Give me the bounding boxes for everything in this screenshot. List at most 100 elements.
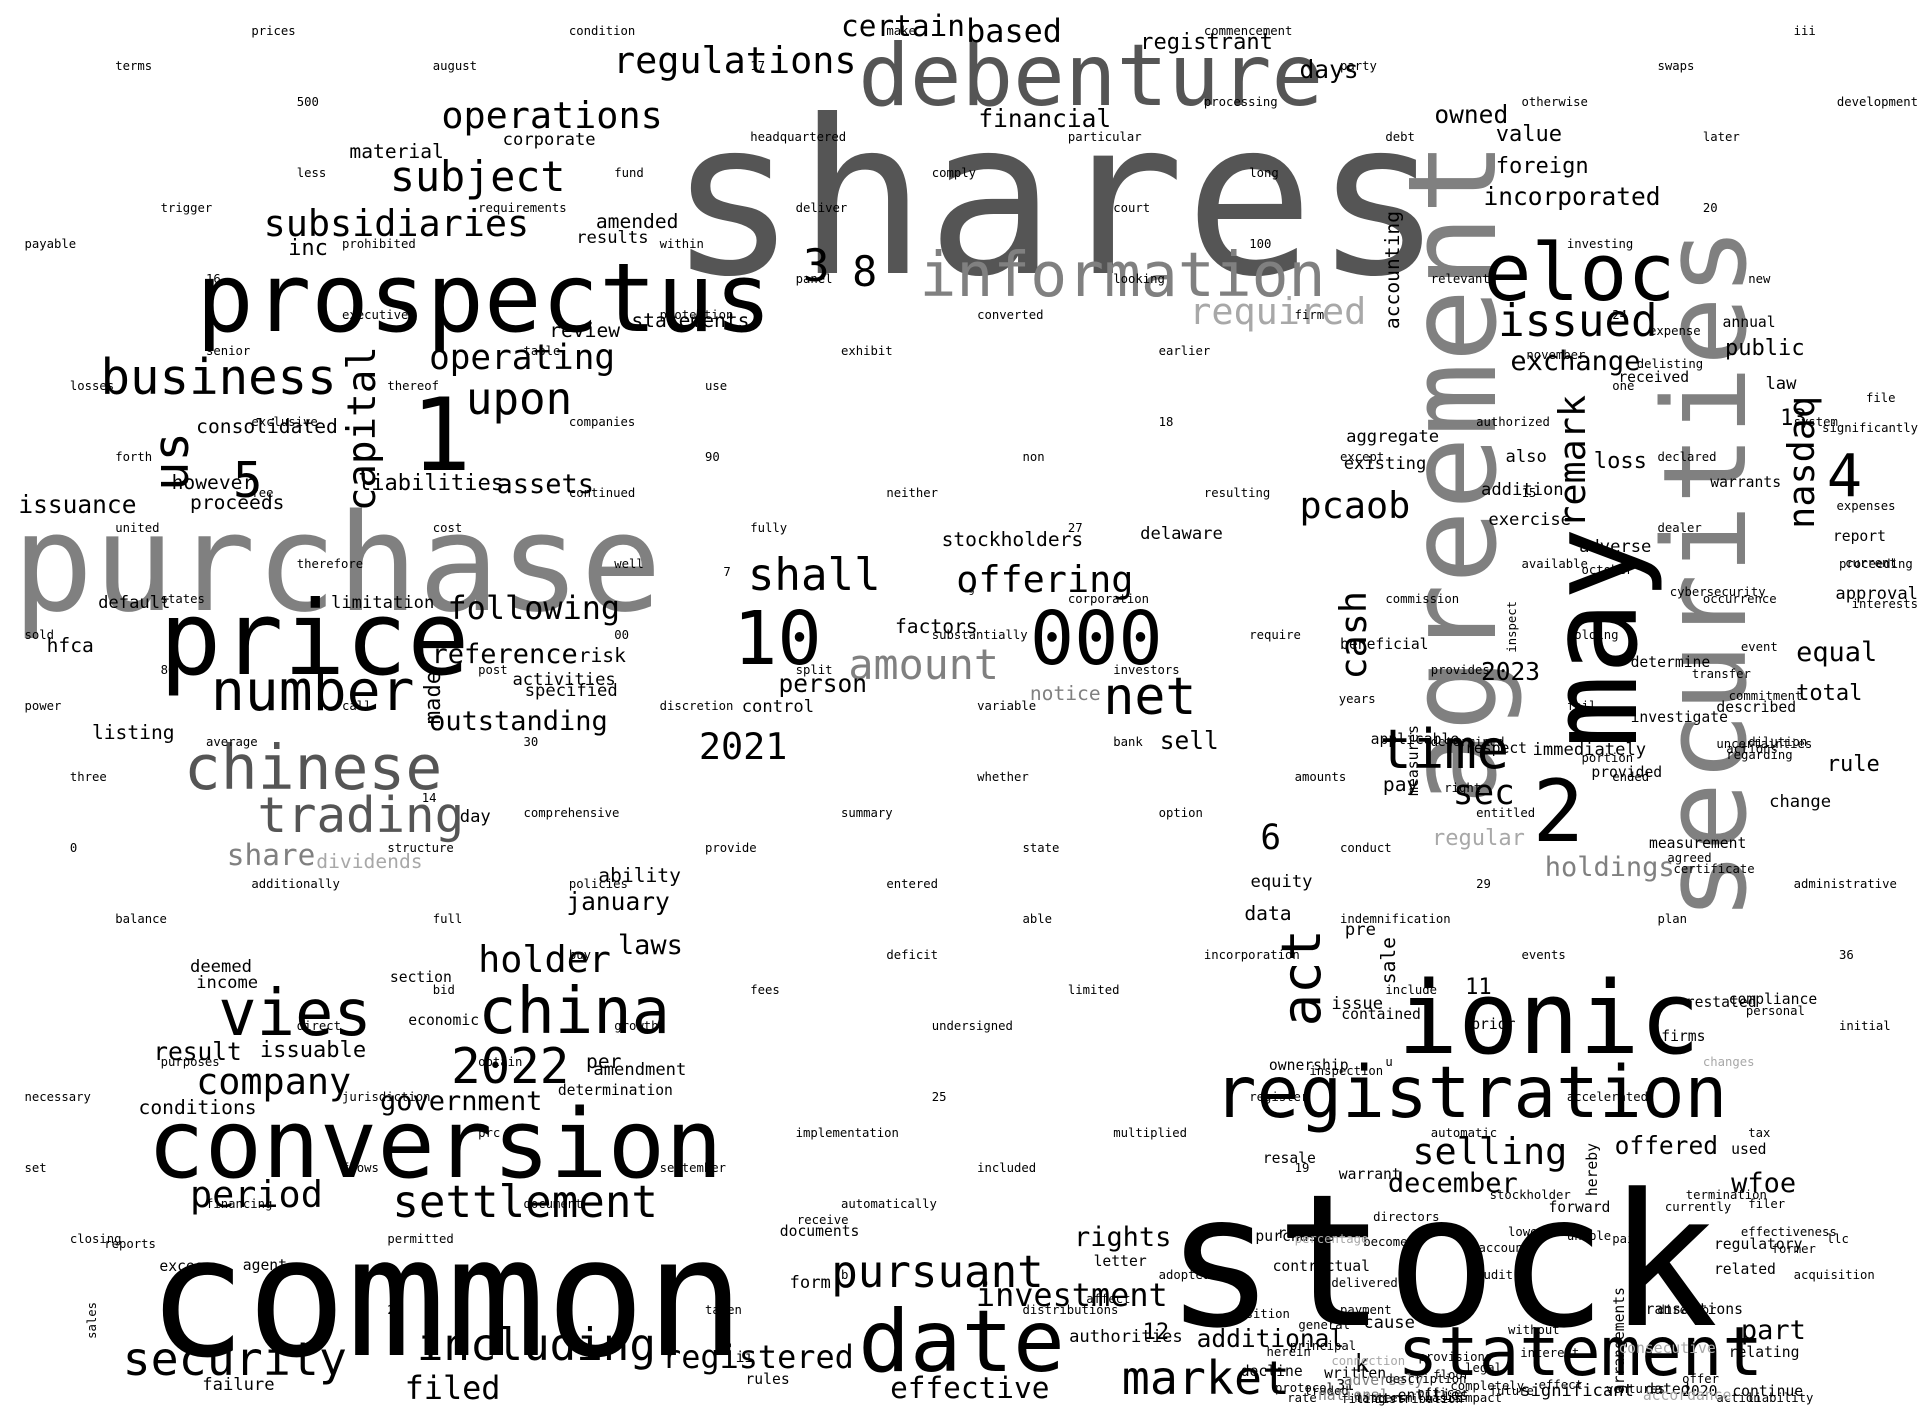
word-commission: commission (1385, 592, 1460, 607)
word-share: share (226, 838, 316, 873)
word-effective: effective (890, 1371, 1050, 1406)
word-interest: interest (1520, 1346, 1580, 1361)
word-china: china (478, 974, 671, 1049)
word-loss: loss (1593, 449, 1647, 475)
word-decline: decline (1240, 1362, 1303, 1380)
word-risks: risks (1277, 1225, 1322, 1243)
word-k: k (1354, 1349, 1370, 1379)
word-u: u (1385, 1054, 1393, 1069)
word-continued: continued (568, 485, 636, 500)
word-terms: terms (115, 59, 153, 74)
word-effectiveness: effectiveness (1740, 1225, 1837, 1239)
word-neither: neither (886, 485, 939, 500)
word-regarding: regarding (1726, 748, 1793, 763)
word-available: available (1521, 556, 1588, 571)
word-proceeds: proceeds (190, 490, 285, 514)
word-however: however (171, 471, 255, 495)
word-letter: letter (1093, 1253, 1147, 1271)
word-beneficial: beneficial (1340, 635, 1429, 653)
word-comply: comply (931, 165, 977, 180)
word-corporate: corporate (502, 130, 596, 151)
word-hfca: hfca (46, 634, 94, 658)
word-fail: fail (1566, 699, 1597, 714)
word-expenses: expenses (1836, 499, 1896, 514)
word-basis: basis (1424, 1390, 1462, 1405)
word-person: person (778, 668, 868, 698)
word-paid: paid (1612, 1232, 1642, 1247)
word-law: law (1765, 374, 1797, 395)
word-2023: 2023 (1481, 656, 1541, 686)
word-entitled: entitled (1476, 805, 1536, 820)
word-include: include (1385, 983, 1438, 998)
word-0: 0 (69, 841, 78, 856)
word-2022: 2022 (451, 1037, 570, 1096)
word-uncertainties: uncertainties (1716, 737, 1813, 752)
word-looking: looking (1113, 272, 1165, 287)
word-corporation: corporation (1067, 592, 1149, 607)
word-conditions: conditions (138, 1096, 257, 1120)
word-expense: expense (1648, 323, 1701, 338)
word-review: review (549, 319, 621, 343)
word-september: september (659, 1161, 726, 1176)
word-purchase: purchase (12, 484, 662, 642)
word-19: 19 (1294, 1161, 1310, 1176)
word-provides: provides (1430, 663, 1490, 678)
word-economic: economic (408, 1011, 480, 1029)
word-sale: sale (1377, 936, 1401, 984)
word-laws: laws (617, 929, 683, 961)
word-equity: equity (1250, 872, 1313, 893)
word-adversely: adversely (1343, 1372, 1424, 1390)
word-report: report (1832, 527, 1886, 545)
word-36: 36 (1839, 947, 1854, 962)
word-shall: shall (747, 550, 881, 602)
word-pcaob: pcaob (1299, 483, 1411, 527)
word-adverse: adverse (1579, 537, 1652, 558)
word-table: table (523, 343, 561, 358)
word-default: default (98, 592, 171, 613)
word-relevant: relevant (1430, 272, 1490, 287)
word-thereof: thereof (387, 379, 440, 394)
word-bank: bank (1113, 734, 1143, 749)
word-included: included (977, 1161, 1037, 1176)
word-fees: fees (750, 983, 780, 998)
word-reference: reference (431, 639, 578, 671)
word-b: b (841, 1267, 849, 1282)
word-registered: registered (662, 1338, 854, 1377)
word-relating: relating (1728, 1344, 1800, 1362)
word-owned: owned (1434, 99, 1509, 129)
word-require: require (1249, 627, 1301, 642)
word-bid: bid (432, 983, 455, 998)
word-day: day (459, 807, 491, 828)
word-make: make (886, 23, 916, 38)
word-except: except (1340, 450, 1385, 465)
word-time: time (1379, 718, 1510, 782)
word-certain: certain (841, 9, 965, 44)
word-cause: cause (1363, 1313, 1415, 1334)
word-one: one (1612, 379, 1635, 394)
word-restated: restated (1685, 993, 1757, 1011)
word-eloc: eloc (1483, 225, 1676, 319)
word-new: new (1748, 272, 1771, 287)
word-conversion: conversion (147, 1088, 723, 1201)
word-resale: resale (1262, 1150, 1316, 1168)
word-system: system (1793, 414, 1838, 429)
word-lowest: lowest (1507, 1225, 1553, 1239)
word-register: register (1249, 1090, 1309, 1105)
word-section: section (389, 968, 452, 986)
word-common: common (147, 1202, 745, 1396)
word-regulations: regulations (613, 38, 857, 82)
word-permitted: permitted (387, 1232, 454, 1247)
word-determine: determine (1630, 653, 1711, 671)
word-excess: excess (159, 1258, 213, 1276)
word-losses: losses (69, 379, 115, 394)
word-act: act (1270, 929, 1334, 1027)
word-unable: unable (1566, 1228, 1612, 1243)
word-90: 90 (704, 450, 720, 465)
word-amended: amended (595, 210, 679, 234)
word-director: director (1657, 1303, 1717, 1318)
word-debt: debt (1385, 130, 1415, 145)
word-full: full (432, 912, 463, 927)
word-statements: statements (631, 309, 750, 333)
word-less: less (296, 165, 327, 180)
